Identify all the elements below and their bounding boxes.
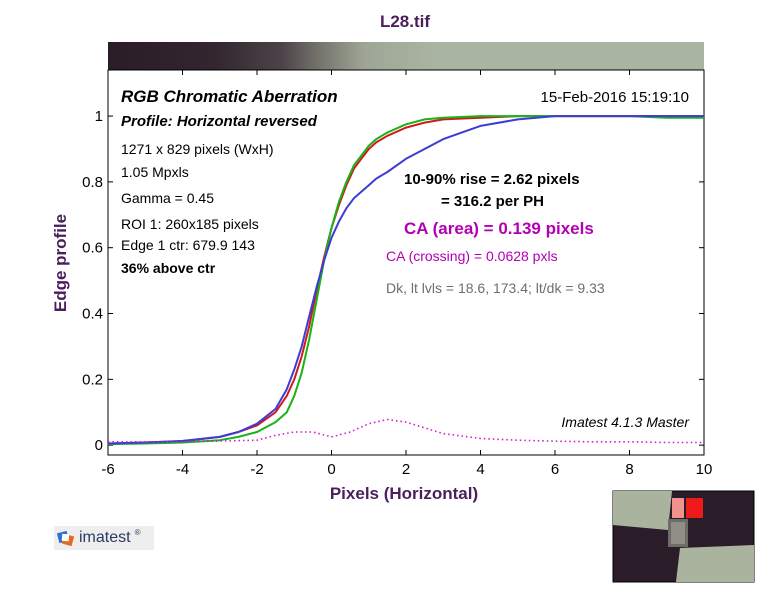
series-layer xyxy=(107,115,704,446)
y-axis-label: Edge profile xyxy=(51,214,70,312)
x-tick-label: -2 xyxy=(250,461,263,478)
x-axis-label: Pixels (Horizontal) xyxy=(330,484,478,503)
info-bold-line: 36% above ctr xyxy=(121,260,216,276)
header-profile: Profile: Horizontal reversed xyxy=(121,113,318,130)
ca-crossing-text: CA (crossing) = 0.0628 pxls xyxy=(386,248,558,264)
header-title: RGB Chromatic Aberration xyxy=(121,87,338,106)
y-tick-label: 0.2 xyxy=(82,371,103,388)
levels-text: Dk, lt lvls = 18.6, 173.4; lt/dk = 9.33 xyxy=(386,280,605,296)
plot-area xyxy=(107,69,705,456)
series-line-blue xyxy=(107,115,704,445)
logo-registered-mark: ® xyxy=(134,527,141,537)
x-tick-label: 4 xyxy=(476,461,484,478)
header-date: 15-Feb-2016 15:19:10 xyxy=(541,89,689,106)
info-line: Gamma = 0.45 xyxy=(121,190,214,206)
chart-title: L28.tif xyxy=(380,12,430,31)
imatest-logo-icon xyxy=(57,530,75,547)
logo-text: imatest xyxy=(79,529,131,546)
info-line: ROI 1: 260x185 pixels xyxy=(121,216,259,232)
y-tick-label: 1 xyxy=(95,108,103,125)
rise-line-2: = 316.2 per PH xyxy=(441,193,544,210)
x-tick-label: 10 xyxy=(696,461,713,478)
y-tick-label: 0.8 xyxy=(82,174,103,191)
rise-line-1: 10-90% rise = 2.62 pixels xyxy=(404,171,580,188)
y-tick-label: 0.4 xyxy=(82,306,103,323)
ca-area-text: CA (area) = 0.139 pixels xyxy=(404,219,594,238)
series-line-ca-difference xyxy=(108,418,704,444)
version-text: Imatest 4.1.3 Master xyxy=(561,414,690,430)
x-tick-label: 6 xyxy=(551,461,559,478)
info-line: 1.05 Mpxls xyxy=(121,164,189,180)
roi-thumbnail xyxy=(612,490,755,583)
info-line: 1271 x 829 pixels (WxH) xyxy=(121,141,274,157)
x-tick-label: 2 xyxy=(402,461,410,478)
y-tick-label: 0.6 xyxy=(82,240,103,257)
x-tick-label: -6 xyxy=(101,461,114,478)
edge-image-strip xyxy=(108,42,704,70)
x-tick-label: 0 xyxy=(327,461,335,478)
imatest-logo: imatest ® xyxy=(54,526,154,550)
series-line-green xyxy=(107,115,704,446)
x-tick-label: 8 xyxy=(625,461,633,478)
x-tick-label: -4 xyxy=(176,461,189,478)
y-tick-label: 0 xyxy=(95,437,103,454)
info-line: Edge 1 ctr: 679.9 143 xyxy=(121,237,255,253)
axis-ticks: -6 -4 -2 0 2 4 6 8 10 0 0.2 0.4 0.6 0.8 1 xyxy=(82,70,712,478)
